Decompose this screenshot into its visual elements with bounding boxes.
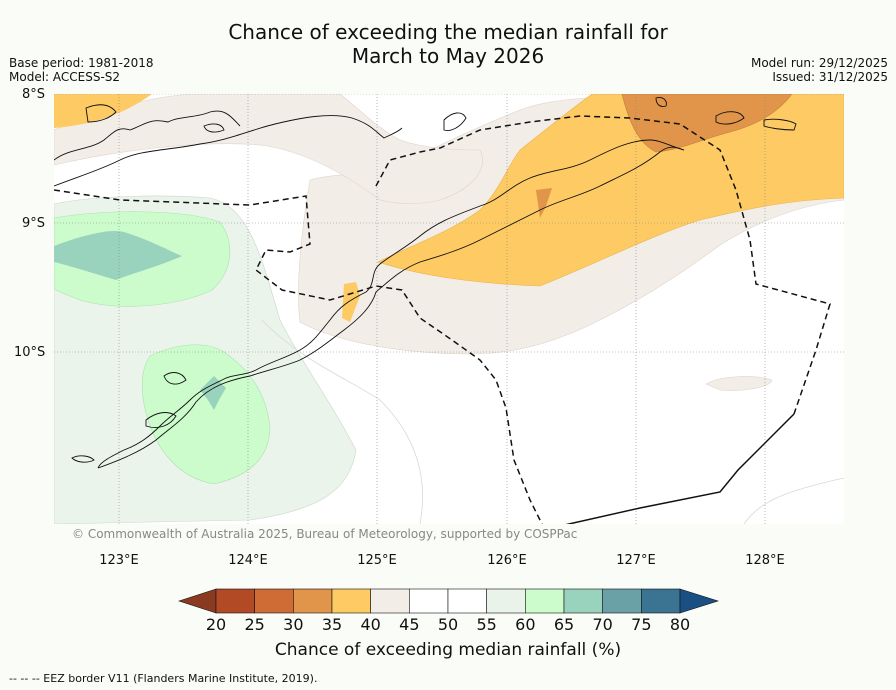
colorbar-tick-label: 70 [592, 615, 613, 634]
colorbar-tick-label: 55 [476, 615, 497, 634]
colorbar-cell [641, 588, 681, 614]
contour-line-2 [743, 477, 844, 524]
region-35-40-small [342, 282, 360, 322]
region-35-40-band [377, 94, 844, 287]
colorbar-title: Chance of exceeding median rainfall (%) [274, 640, 622, 660]
colorbar-cell [370, 588, 410, 614]
colorbar-tick-label: 50 [437, 615, 459, 634]
colorbar-cell [254, 588, 294, 614]
colorbar-cell [486, 588, 526, 614]
map-area [54, 94, 844, 524]
colorbar-cell [447, 588, 487, 614]
region-65-70-south [200, 376, 226, 410]
region-40-45-east [705, 376, 773, 391]
eez-border-solid [565, 413, 795, 524]
colorbar-extend-low [178, 588, 217, 614]
colorbar-cell [293, 588, 333, 614]
lat-label-9s: 9°S [22, 216, 46, 231]
title-line-1: Chance of exceeding the median rainfall … [228, 20, 668, 44]
colorbar-tick-label: 35 [321, 615, 343, 634]
colorbar-cell [331, 588, 371, 614]
lon-label-126e: 126°E [487, 553, 527, 568]
colorbar-tick-label: 45 [399, 615, 420, 634]
lon-label-125e: 125°E [357, 553, 397, 568]
colorbar-cell [602, 588, 642, 614]
map-title: Chance of exceeding the median rainfall … [0, 20, 896, 68]
lat-label-8s: 8°S [22, 87, 46, 102]
eez-border [54, 189, 543, 524]
meta-right: Model run: 29/12/2025 Issued: 31/12/2025 [751, 56, 888, 84]
lon-label-123e: 123°E [99, 553, 139, 568]
region-65-70-nw [54, 230, 182, 280]
model-run: Model run: 29/12/2025 [750, 56, 888, 70]
region-35-40-nw [54, 94, 152, 128]
footer-eez-note: -- -- -- EEZ border V11 (Flanders Marine… [9, 672, 318, 685]
eez-border-2 [375, 115, 831, 415]
colorbar-tick-label: 60 [515, 615, 536, 634]
colorbar-cell [563, 588, 603, 614]
colorbar-cell [525, 588, 565, 614]
colorbar-tick-label: 20 [205, 615, 227, 634]
coastlines [54, 97, 797, 469]
colorbar [178, 588, 719, 614]
lat-label-10s: 10°S [14, 345, 46, 360]
lon-label-127e: 127°E [616, 553, 656, 568]
meta-left: Base period: 1981-2018 Model: ACCESS-S2 [9, 56, 154, 84]
lon-label-124e: 124°E [228, 553, 268, 568]
colorbar-extend-high [679, 588, 719, 614]
region-30-35-ne [621, 94, 793, 153]
lon-label-128e: 128°E [745, 553, 785, 568]
base-period: Base period: 1981-2018 [9, 56, 154, 70]
colorbar-tick-label: 30 [283, 615, 304, 634]
colorbar-tick-label: 25 [244, 615, 265, 634]
title-line-2: March to May 2026 [351, 44, 545, 68]
colorbar-cell [409, 588, 449, 614]
colorbar-tick-label: 75 [631, 615, 652, 634]
colorbar-cell [215, 588, 255, 614]
colorbar-tick-label: 65 [553, 615, 575, 634]
colorbar-tick-label: 40 [360, 615, 381, 634]
colorbar-tick-label: 80 [669, 615, 691, 634]
model-name: Model: ACCESS-S2 [9, 70, 121, 84]
issued-date: Issued: 31/12/2025 [772, 70, 888, 84]
copyright: © Commonwealth of Australia 2025, Bureau… [72, 527, 578, 541]
region-40-45-north [54, 94, 483, 205]
